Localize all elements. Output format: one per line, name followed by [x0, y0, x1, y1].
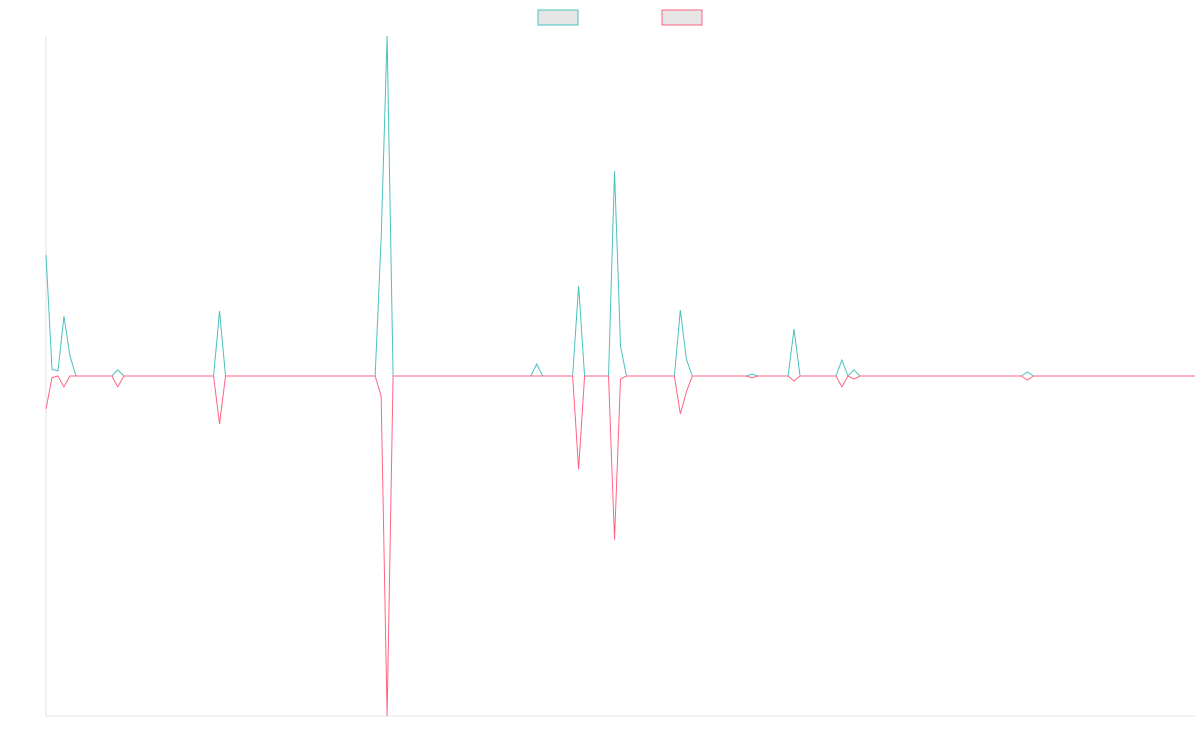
- series-line: [45, 35, 1195, 377]
- legend-swatch: [537, 9, 579, 26]
- legend-swatch: [661, 9, 703, 26]
- series-line: [45, 375, 1195, 717]
